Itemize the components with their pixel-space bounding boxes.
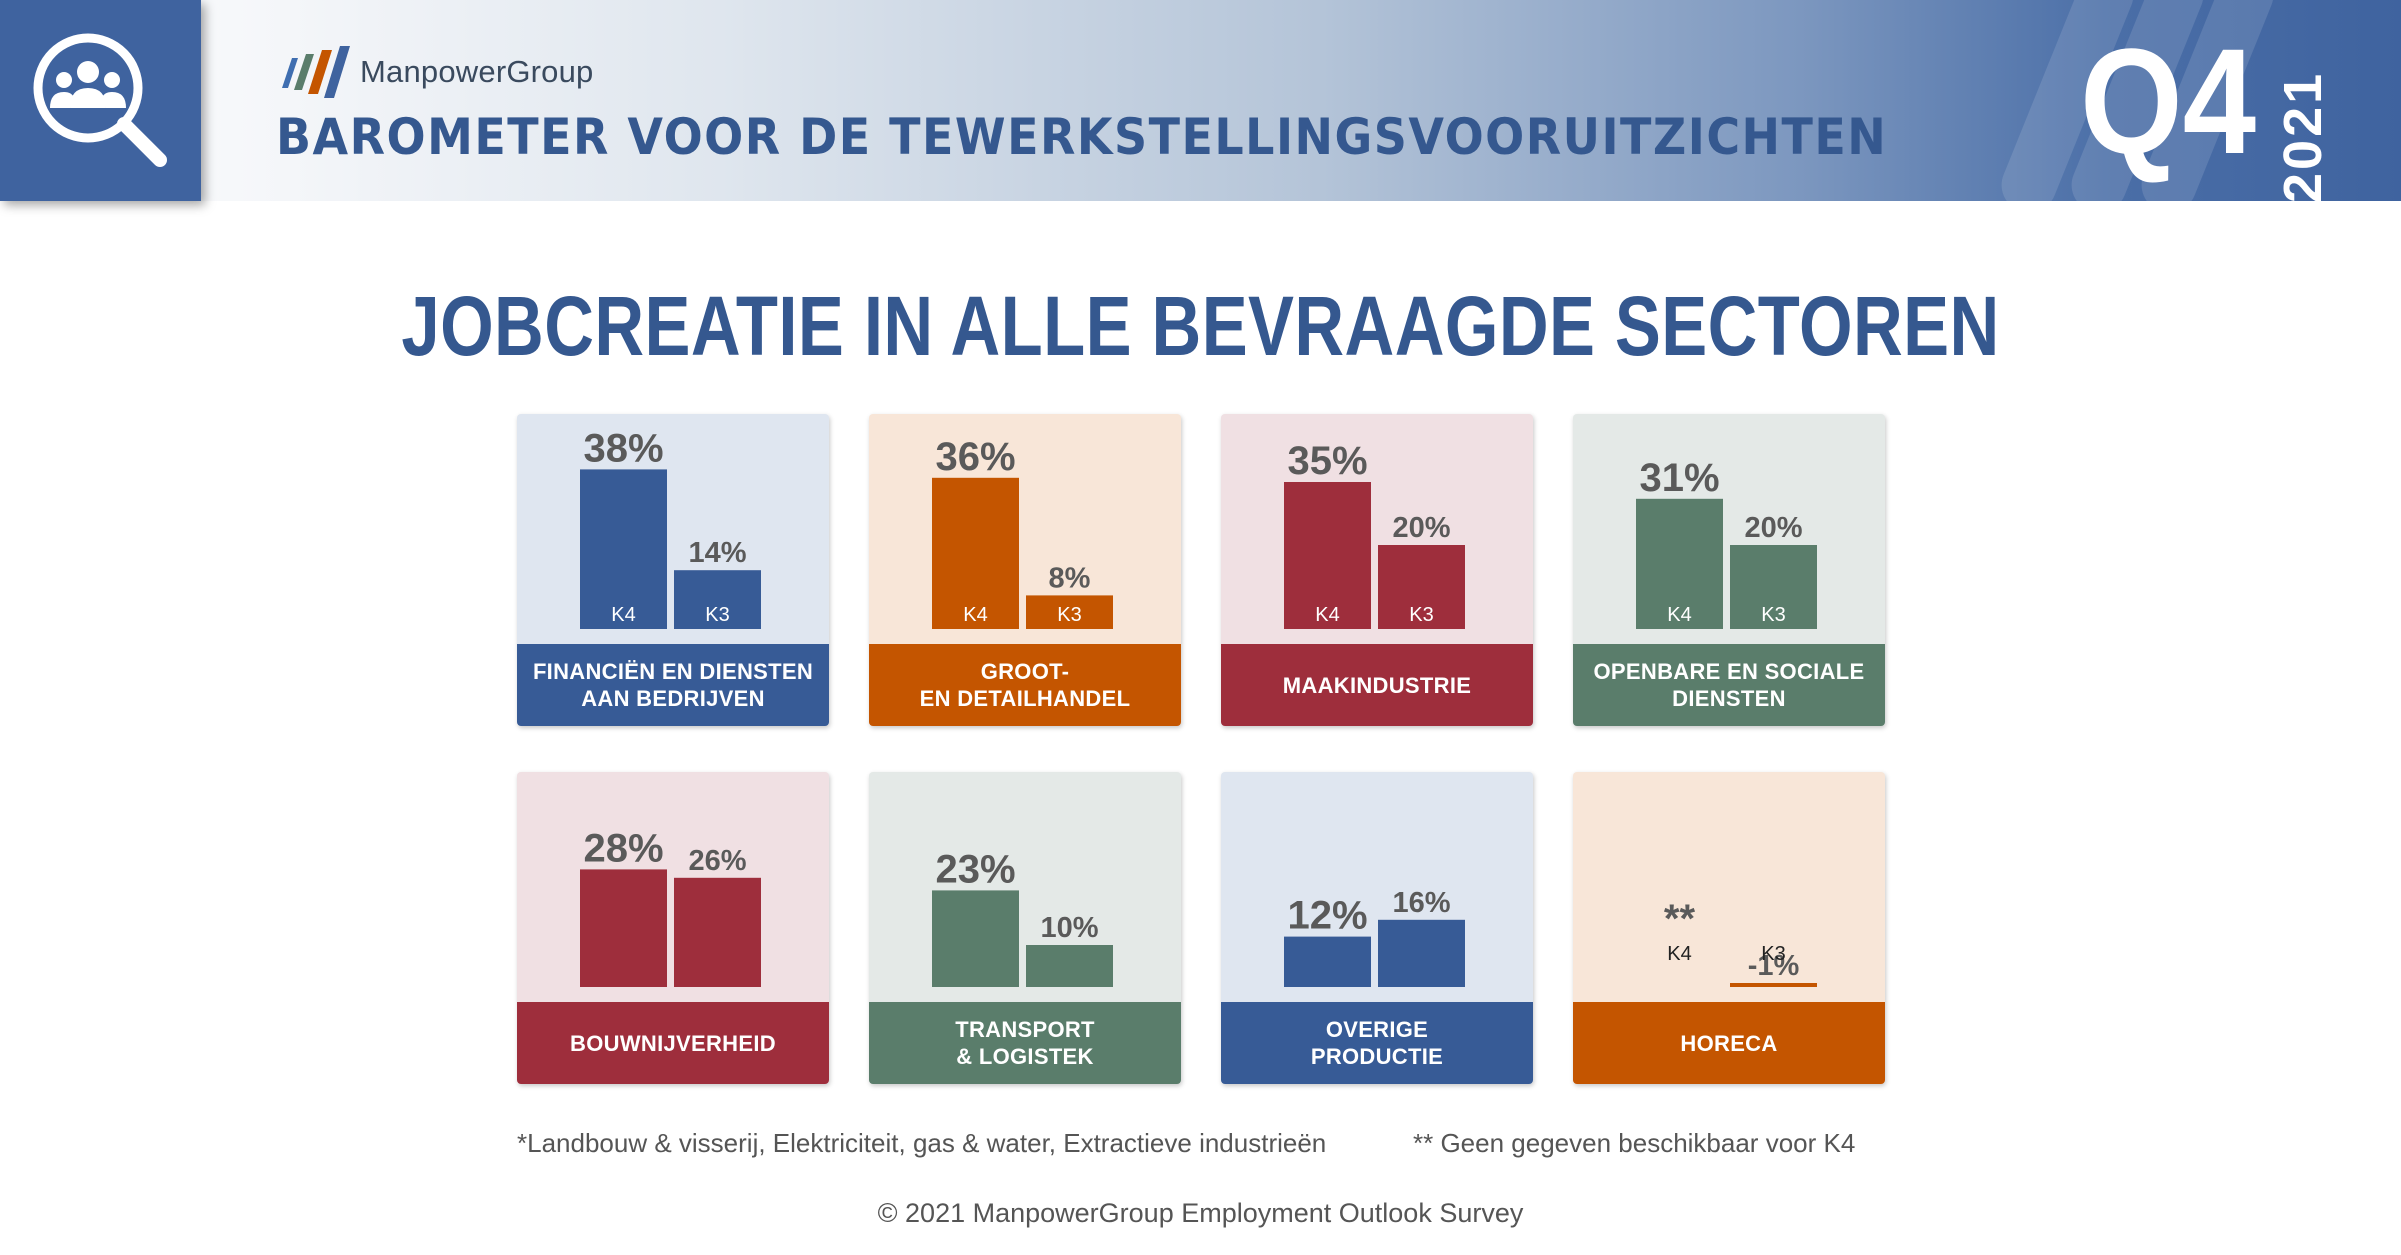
bar <box>1730 545 1817 629</box>
bar <box>1378 545 1465 629</box>
bar-chart: 23% 10% <box>932 847 1113 987</box>
data-label: 8% <box>1049 562 1091 594</box>
sector-label: GROOT- EN DETAILHANDEL <box>869 644 1181 726</box>
data-label: ** <box>1664 897 1696 941</box>
bar <box>932 477 1019 629</box>
bar-chart: 36% K4 8% K3 <box>932 435 1113 629</box>
category-label: K4 <box>1667 943 1691 965</box>
bar <box>1026 945 1113 987</box>
bar <box>674 877 761 987</box>
bar <box>580 469 667 629</box>
bar-chart: 31% K4 20% K3 <box>1636 456 1817 629</box>
data-label: 20% <box>1744 512 1802 544</box>
bar <box>1636 498 1723 629</box>
data-label: 26% <box>688 845 746 877</box>
manpowergroup-logo: ManpowerGroup <box>278 44 594 100</box>
data-label: 14% <box>688 537 746 569</box>
sector-label: FINANCIËN EN DIENSTEN AAN BEDRIJVEN <box>517 644 829 726</box>
sector-panel: 31% K4 20% K3 OPENBARE EN SOCIALE DIENSTEN <box>1573 414 1885 726</box>
data-label: 16% <box>1392 887 1450 919</box>
year-label: 2021 <box>2273 70 2333 203</box>
footnote-no-data: ** Geen gegeven beschikbaar voor K4 <box>1413 1128 1856 1158</box>
sector-panel: ** K4 -1% K3 HORECA <box>1573 772 1885 1084</box>
sector-label: OVERIGE PRODUCTIE <box>1221 1002 1533 1084</box>
data-label: 10% <box>1040 912 1098 944</box>
bar <box>674 570 761 629</box>
category-label: K4 <box>611 604 635 626</box>
header-banner <box>0 0 2401 201</box>
category-label: K3 <box>1409 604 1433 626</box>
sector-panel: 28% 26% BOUWNIJVERHEID <box>517 772 829 1084</box>
data-label: 28% <box>583 826 663 870</box>
bar-chart: 35% K4 20% K3 <box>1284 439 1465 629</box>
sector-panel: 36% K4 8% K3 GROOT- EN DETAILHANDEL <box>869 414 1181 726</box>
category-label: K3 <box>1761 943 1785 965</box>
data-label: 38% <box>583 426 663 470</box>
copyright: © 2021 ManpowerGroup Employment Outlook … <box>877 1198 1524 1228</box>
data-label: -1% <box>1748 950 1800 982</box>
brand-name: ManpowerGroup <box>360 54 594 89</box>
category-label: K3 <box>705 604 729 626</box>
data-label: 35% <box>1287 439 1367 483</box>
people-search-icon <box>33 33 167 167</box>
chart-title: JOBCREATIE IN ALLE BEVRAAGDE SECTOREN <box>401 279 2000 373</box>
bar-chart: 28% 26% <box>580 826 761 987</box>
category-label: K4 <box>1315 604 1339 626</box>
data-label: 36% <box>935 435 1015 479</box>
header-title: BAROMETER VOOR DE TEWERKSTELLINGSVOORUIT… <box>276 108 1888 166</box>
sector-panel: 23% 10% TRANSPORT & LOGISTEK <box>869 772 1181 1084</box>
category-label: K3 <box>1761 604 1785 626</box>
sector-panel: 38% K4 14% K3 FINANCIËN EN DIENSTEN AAN BEDR… <box>517 414 829 726</box>
sector-panel: 12% 16% OVERIGE PRODUCTIE <box>1221 772 1533 1084</box>
sector-label: TRANSPORT & LOGISTEK <box>869 1002 1181 1084</box>
manpowergroup-slashes-icon <box>282 46 350 98</box>
sector-label: MAAKINDUSTRIE <box>1221 644 1533 726</box>
data-label: 20% <box>1392 512 1450 544</box>
bar <box>932 890 1019 987</box>
bar-chart: 38% K4 14% K3 <box>580 426 761 629</box>
category-label: K4 <box>963 604 987 626</box>
data-label: 12% <box>1287 894 1367 938</box>
bar <box>580 869 667 987</box>
people-search-logo-box <box>0 0 201 201</box>
sector-label: BOUWNIJVERHEID <box>517 1002 829 1084</box>
quarter-label: Q4 <box>2080 17 2257 185</box>
category-label: K4 <box>1667 604 1691 626</box>
footnote-sectors: *Landbouw & visserij, Elektriciteit, gas… <box>517 1128 1327 1158</box>
sector-label: HORECA <box>1573 1002 1885 1084</box>
bar-chart: **K4 -1%K3 <box>1664 897 1817 987</box>
bar-chart: 12% 16% <box>1284 887 1465 987</box>
category-label: K3 <box>1057 604 1081 626</box>
data-label: 31% <box>1639 456 1719 500</box>
bar <box>1026 595 1113 629</box>
bar <box>1284 482 1371 629</box>
bar <box>1284 936 1371 987</box>
sector-panel: 35% K4 20% K3 MAAKINDUSTRIE <box>1221 414 1533 726</box>
data-label: 23% <box>935 847 1015 891</box>
sector-label: OPENBARE EN SOCIALE DIENSTEN <box>1573 644 1885 726</box>
bar <box>1730 983 1817 987</box>
bar <box>1378 919 1465 987</box>
